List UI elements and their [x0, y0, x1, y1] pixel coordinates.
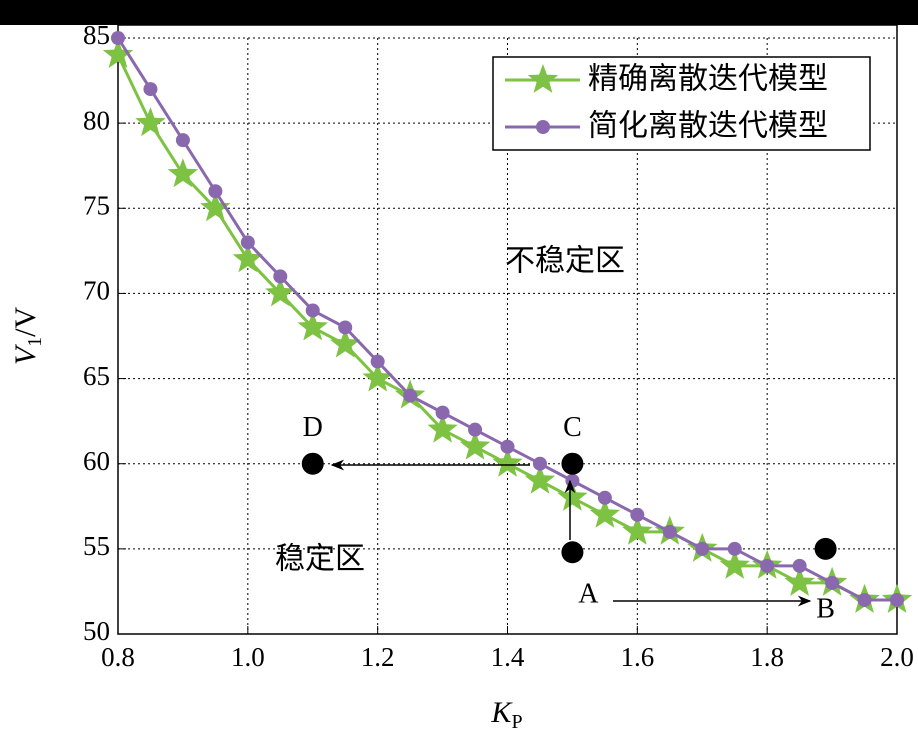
point-label: C: [563, 412, 582, 443]
y-tick-label: 80: [83, 105, 110, 135]
point: [814, 537, 837, 560]
x-axis-label-main: K: [490, 696, 513, 729]
top-bar: [0, 0, 918, 25]
marker-circle: [597, 490, 612, 505]
marker-circle: [500, 439, 515, 454]
marker-star: [557, 481, 588, 511]
marker-circle: [565, 473, 580, 488]
annotation: 不稳定区: [505, 244, 625, 279]
x-tick-label: 0.8: [101, 642, 135, 672]
marker-star: [492, 447, 523, 477]
marker-star: [719, 549, 750, 579]
y-axis-label-unit: /V: [9, 307, 42, 337]
point: [301, 452, 324, 475]
plot-frame: [117, 24, 898, 635]
marker-star: [135, 107, 166, 137]
marker-circle: [857, 592, 872, 607]
marker-circle: [305, 303, 320, 318]
point-label: A: [578, 579, 599, 610]
marker-circle: [175, 133, 190, 148]
marker-star: [589, 498, 621, 528]
marker-circle: [890, 592, 904, 607]
marker-star: [102, 39, 134, 68]
y-axis-label-sub: 1: [24, 337, 46, 347]
y-tick-label: 60: [83, 446, 110, 476]
y-tick-label: 75: [83, 190, 110, 220]
marker-circle: [468, 422, 483, 437]
marker-circle: [532, 456, 547, 471]
x-tick-label: 1.0: [231, 642, 265, 672]
x-tick-label: 1.2: [361, 642, 395, 672]
marker-star: [527, 64, 559, 93]
marker-star: [524, 464, 556, 494]
x-axis-label: KP: [490, 696, 522, 733]
legend-box: [492, 56, 871, 151]
x-tick-label: 1.4: [491, 642, 525, 672]
marker-star: [200, 192, 231, 222]
marker-star: [232, 243, 264, 273]
y-tick-label: 70: [83, 276, 110, 306]
marker-star: [362, 362, 393, 392]
x-tick-label: 1.8: [750, 642, 784, 672]
y-axis-label: V1/V: [9, 307, 46, 366]
x-tick-label: 2.0: [880, 642, 914, 672]
y-tick-label: 50: [83, 616, 110, 646]
point: [561, 541, 584, 564]
marker-star: [167, 158, 199, 188]
marker-circle: [630, 507, 645, 522]
marker-circle: [536, 120, 550, 134]
x-tick-label: 1.6: [620, 642, 654, 672]
y-tick-label: 85: [83, 20, 110, 50]
y-tick-label: 65: [83, 361, 110, 391]
marker-star: [297, 311, 328, 341]
marker-star: [459, 430, 491, 460]
grid: 50 55 60 65 70 75 80 85 0.8 1.0 1.2 1.4 1.6 1.8 2.0: [83, 20, 914, 672]
marker-circle: [825, 575, 840, 590]
marker-star: [784, 566, 815, 596]
legend-label: 精确离散迭代模型: [588, 62, 828, 97]
marker-circle: [760, 558, 775, 573]
marker-circle: [695, 541, 710, 556]
marker-circle: [111, 31, 125, 45]
x-axis-label-sub: P: [511, 711, 522, 733]
marker-circle: [143, 82, 158, 97]
marker-circle: [792, 558, 807, 573]
marker-circle: [435, 405, 450, 420]
marker-circle: [208, 184, 223, 199]
marker-circle: [240, 235, 255, 250]
y-tick-label: 55: [83, 531, 110, 561]
marker-star: [330, 328, 361, 358]
marker-circle: [403, 388, 418, 403]
legend-label: 简化离散迭代模型: [588, 109, 828, 144]
marker-circle: [662, 524, 677, 539]
point-label: B: [816, 593, 835, 624]
annotation: 稳定区: [275, 542, 365, 577]
marker-star: [622, 515, 653, 545]
point-label: D: [303, 412, 323, 443]
marker-circle: [370, 354, 385, 369]
marker-circle: [338, 320, 353, 335]
marker-star: [427, 413, 458, 443]
y-axis-label-main: V: [9, 343, 42, 365]
plot: A B C D: [102, 31, 913, 624]
marker-star: [265, 277, 296, 307]
point: [561, 452, 584, 475]
marker-circle: [727, 541, 742, 556]
marker-circle: [273, 269, 288, 284]
